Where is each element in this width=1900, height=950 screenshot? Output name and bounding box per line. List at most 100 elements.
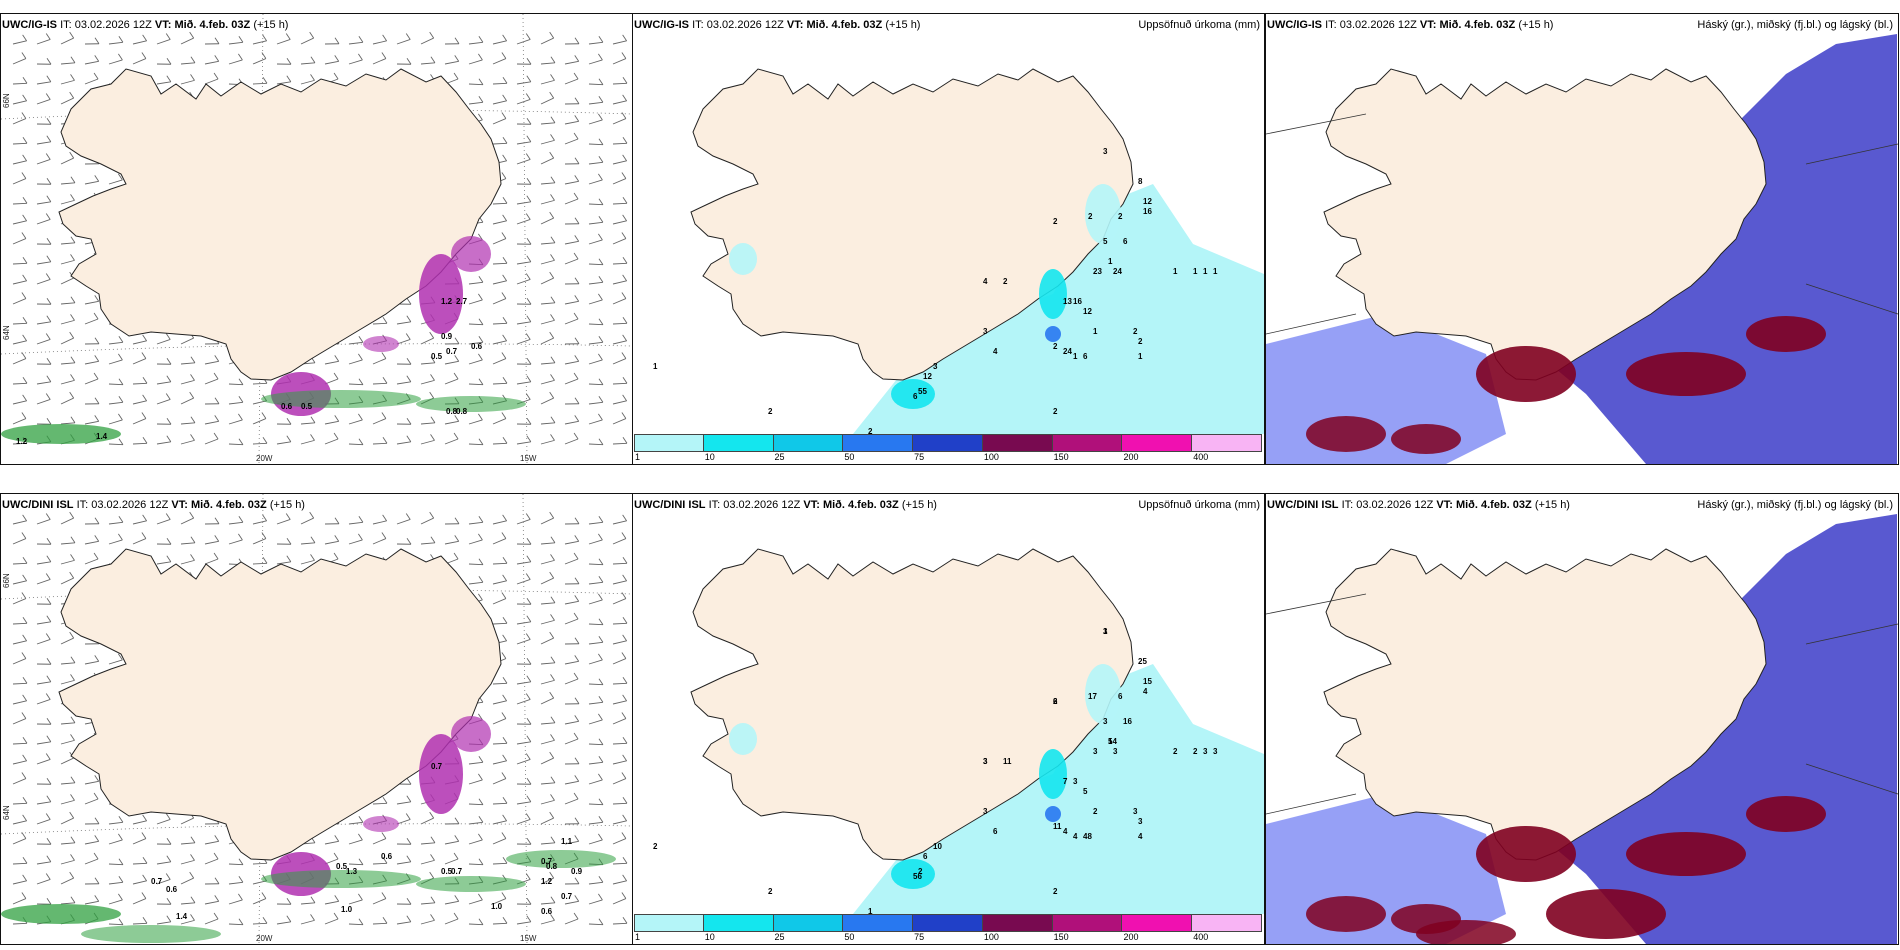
wind-barb-flag <box>118 858 124 865</box>
colorbar-swatch <box>982 914 1053 932</box>
panel-clouds-igis <box>1265 13 1899 465</box>
precip-value-label: 0.8 <box>546 862 558 871</box>
wind-barb <box>60 97 74 105</box>
wind-barb <box>108 923 124 926</box>
wind-barb <box>372 838 387 845</box>
wind-barb-flag <box>621 412 627 419</box>
wind-barb-flag <box>526 795 532 803</box>
wind-barb-flag <box>622 137 628 144</box>
wind-barb <box>612 358 627 365</box>
colorbar-swatch <box>913 434 983 452</box>
precip-value-label: 1 <box>1173 267 1178 276</box>
wind-barb-flag <box>598 353 603 361</box>
precip-value-label: 0.5 <box>441 867 453 876</box>
wind-barb-flag <box>70 254 75 261</box>
wind-barb <box>468 923 484 926</box>
wind-barb-flag <box>46 375 52 383</box>
wind-barb-flag <box>478 558 484 565</box>
wind-barb-flag <box>213 912 219 920</box>
precip-value-label: 1.2 <box>441 297 453 306</box>
wind-barb <box>540 542 555 545</box>
colorbar-tick-label: 100 <box>983 452 999 462</box>
lead-time: (+15 h) <box>885 19 921 31</box>
wind-barb-flag <box>358 533 363 541</box>
wind-barb <box>36 399 51 405</box>
wind-barb-flag <box>70 794 75 801</box>
wind-barb <box>540 739 555 745</box>
wind-barb-flag <box>189 511 195 519</box>
wind-barb <box>12 820 27 825</box>
wind-barb-flag <box>261 412 267 419</box>
wind-barb <box>204 840 219 845</box>
wind-barb-flag <box>430 434 435 441</box>
wind-barb <box>204 60 219 65</box>
wind-barb <box>348 443 364 446</box>
wind-barb-flag <box>213 852 219 860</box>
wind-barb <box>12 640 27 645</box>
wind-barb <box>492 220 507 225</box>
wind-barb <box>324 420 339 425</box>
wind-barb <box>228 899 243 905</box>
wind-barb-flag <box>94 655 100 662</box>
wind-barb <box>156 921 171 925</box>
precip-value-label: 0.5 <box>431 352 443 361</box>
wind-barb-flag <box>573 672 579 680</box>
wind-barb <box>612 178 627 185</box>
wind-barb-flag <box>70 734 75 741</box>
wind-barb-flag <box>22 617 28 624</box>
wind-barb <box>132 358 147 365</box>
wind-barb-flag <box>550 716 556 724</box>
precip-value-label: 2 <box>1118 212 1123 221</box>
wind-barb <box>492 922 508 925</box>
wind-barb-flag <box>46 795 52 803</box>
wind-barb-flag <box>406 315 412 323</box>
wind-barb <box>516 381 531 385</box>
precip-value-label: 7 <box>1063 777 1068 786</box>
precip-value-label: 0.6 <box>166 885 178 894</box>
precip-area-blue <box>1045 806 1061 822</box>
wind-barb <box>612 220 627 225</box>
wind-barb <box>60 259 75 265</box>
wind-barb-flag <box>573 372 579 380</box>
wind-barb <box>60 277 74 285</box>
wind-barb <box>12 418 27 425</box>
wind-barb <box>12 598 27 605</box>
wind-barb-flag <box>549 871 555 879</box>
wind-barb-flag <box>94 535 100 542</box>
wind-barb <box>12 520 27 525</box>
high-cloud-shading <box>1306 316 1826 454</box>
wind-barb <box>348 521 363 525</box>
wind-barb <box>12 220 27 225</box>
wind-barb <box>540 319 555 325</box>
wind-barb <box>540 577 554 585</box>
wind-barb <box>12 40 27 45</box>
wind-barb-flag <box>141 352 147 359</box>
wind-barb <box>84 900 99 905</box>
wind-barb <box>396 819 411 825</box>
wind-barb <box>540 422 555 425</box>
wind-barb <box>420 902 435 905</box>
wind-barb-flag <box>141 412 147 419</box>
wind-barb-flag <box>429 511 435 519</box>
it-value: 03.02.2026 12Z <box>74 19 152 31</box>
wind-barb-flag <box>526 357 532 365</box>
precip-value-label: 0.7 <box>541 857 553 866</box>
wind-barb-flag <box>598 318 604 325</box>
wind-barb <box>588 359 603 365</box>
wind-barb-flag <box>261 52 267 59</box>
wind-barb <box>180 877 194 885</box>
wind-barb <box>36 261 51 265</box>
panel-title: UWC/DINI ISL IT: 03.02.2026 12Z VT: Mið.… <box>2 499 305 511</box>
wind-barb-flag <box>118 396 124 403</box>
precip-value-label: 2 <box>1003 277 1008 286</box>
wind-barb <box>204 438 219 445</box>
wind-barb-flag <box>622 574 628 582</box>
wind-barb <box>444 840 459 845</box>
wind-barb <box>516 261 531 265</box>
wind-barb-flag <box>70 176 76 184</box>
wind-barb <box>492 118 507 125</box>
wind-barb <box>60 182 75 185</box>
precip-value-label: 4 <box>993 347 998 356</box>
wind-barb <box>516 639 531 645</box>
wind-barb <box>60 739 75 745</box>
